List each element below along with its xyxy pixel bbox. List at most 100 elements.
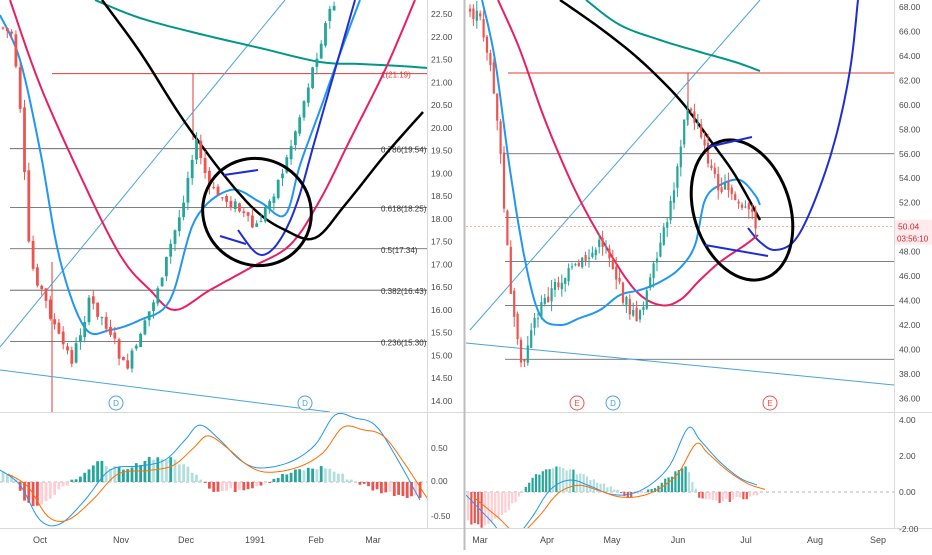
candle-body (5, 27, 9, 32)
moving-average-50 (9, 0, 416, 312)
signal-line (7, 425, 427, 523)
macd-histogram-bar (255, 482, 259, 487)
macd-histogram-bar (507, 492, 510, 510)
candle-body (160, 277, 164, 287)
macd-histogram-bar (251, 482, 254, 489)
macd-histogram-bar (490, 492, 493, 522)
macd-histogram-bar (152, 459, 155, 482)
macd-histogram-bar (619, 492, 623, 493)
price-axis-label: 40.00 (899, 344, 921, 354)
candle-body (737, 201, 740, 204)
macd-histogram-bar (199, 479, 203, 482)
trendline-falling (466, 342, 894, 386)
candle-body (557, 282, 560, 288)
candle-body (1, 27, 5, 29)
macd-histogram-bar (575, 474, 578, 492)
macd-histogram-bar (57, 482, 61, 490)
candle-body (594, 249, 597, 256)
candle-body (683, 119, 686, 145)
candle-body (747, 203, 750, 210)
candle-body (730, 187, 733, 194)
macd-histogram-bar (701, 492, 704, 499)
macd-histogram-bar (572, 469, 575, 492)
candle-body (87, 297, 91, 323)
candle-body (100, 317, 104, 319)
macd-histogram-bar (528, 482, 531, 492)
macd-histogram-bar (70, 479, 74, 482)
candle-body (156, 288, 160, 304)
macd-histogram-bar (504, 492, 507, 513)
macd-histogram-bar (715, 492, 718, 501)
macd-histogram-bar (263, 482, 267, 483)
candle-body (285, 157, 289, 173)
candle-body (472, 8, 475, 20)
candle-body (126, 360, 130, 369)
macd-histogram-bar (494, 492, 497, 519)
trendline-rising (0, 0, 286, 348)
macd-histogram-bar (735, 492, 738, 497)
macd-histogram-bar (44, 482, 48, 502)
macd-histogram-bar (418, 482, 422, 498)
candle-body (635, 307, 638, 322)
candle-body (268, 201, 271, 209)
macd-histogram-bar (259, 482, 263, 486)
candle-body (669, 200, 672, 221)
macd-line (466, 426, 758, 528)
candle-body (70, 350, 74, 364)
candle-body (263, 207, 267, 222)
macd-histogram-bar (500, 492, 504, 515)
candle-body (519, 339, 523, 363)
candle-body (216, 186, 220, 196)
candle-body (332, 5, 336, 11)
candle-body (625, 296, 628, 305)
macd-histogram-bar (609, 486, 612, 492)
candle-body (632, 309, 635, 316)
macd-histogram-bar (328, 468, 332, 482)
macd-histogram-bar (514, 492, 517, 503)
event-marker-label: E (574, 399, 579, 408)
candle-body (509, 246, 512, 294)
candle-body (560, 282, 563, 290)
candle-body (686, 110, 689, 121)
candle-body (734, 194, 737, 201)
candle-body (117, 339, 121, 359)
price-axis-label: 21.50 (431, 55, 453, 65)
candle-body (720, 187, 723, 192)
macd-histogram-bar (53, 482, 56, 495)
candle-body (48, 299, 52, 319)
candle-body (751, 208, 754, 213)
macd-histogram-bar (392, 482, 396, 497)
macd-histogram-bar (91, 465, 95, 482)
time-axis-label: Apr (540, 535, 554, 545)
candle-body (679, 146, 682, 168)
fib-level-label: 0.236(15.30) (381, 339, 427, 348)
left-macd-pane (0, 413, 427, 527)
macd-histogram-bar (704, 492, 708, 500)
price-axis-label: 17.00 (431, 259, 453, 269)
macd-histogram-bar (596, 482, 599, 492)
macd-histogram-bar (242, 482, 246, 491)
price-axis-label: 22.00 (431, 32, 453, 42)
macd-histogram-bar (480, 492, 483, 528)
macd-histogram-bar (83, 472, 87, 482)
candle-body (130, 350, 134, 369)
highlight-ellipse (689, 138, 795, 282)
candle-body (502, 152, 506, 209)
candle-body (182, 202, 185, 218)
candle-body (713, 167, 716, 175)
price-axis-label: 38.00 (899, 369, 921, 379)
event-marker (569, 395, 585, 411)
candle-body (700, 124, 703, 138)
candle-body (255, 223, 259, 227)
last-price-label: 50.04 (898, 222, 920, 232)
macd-histogram-bar (349, 479, 353, 482)
macd-histogram-bar (555, 466, 558, 492)
candle-body (621, 282, 625, 303)
price-axis-label: 18.00 (431, 214, 453, 224)
price-axis-label: 56.00 (899, 149, 921, 159)
candle-body (36, 267, 39, 286)
candle-body (83, 321, 87, 338)
macd-histogram-bar (216, 482, 220, 492)
macd-histogram-bar (562, 468, 565, 492)
macd-histogram-bar (728, 492, 731, 502)
